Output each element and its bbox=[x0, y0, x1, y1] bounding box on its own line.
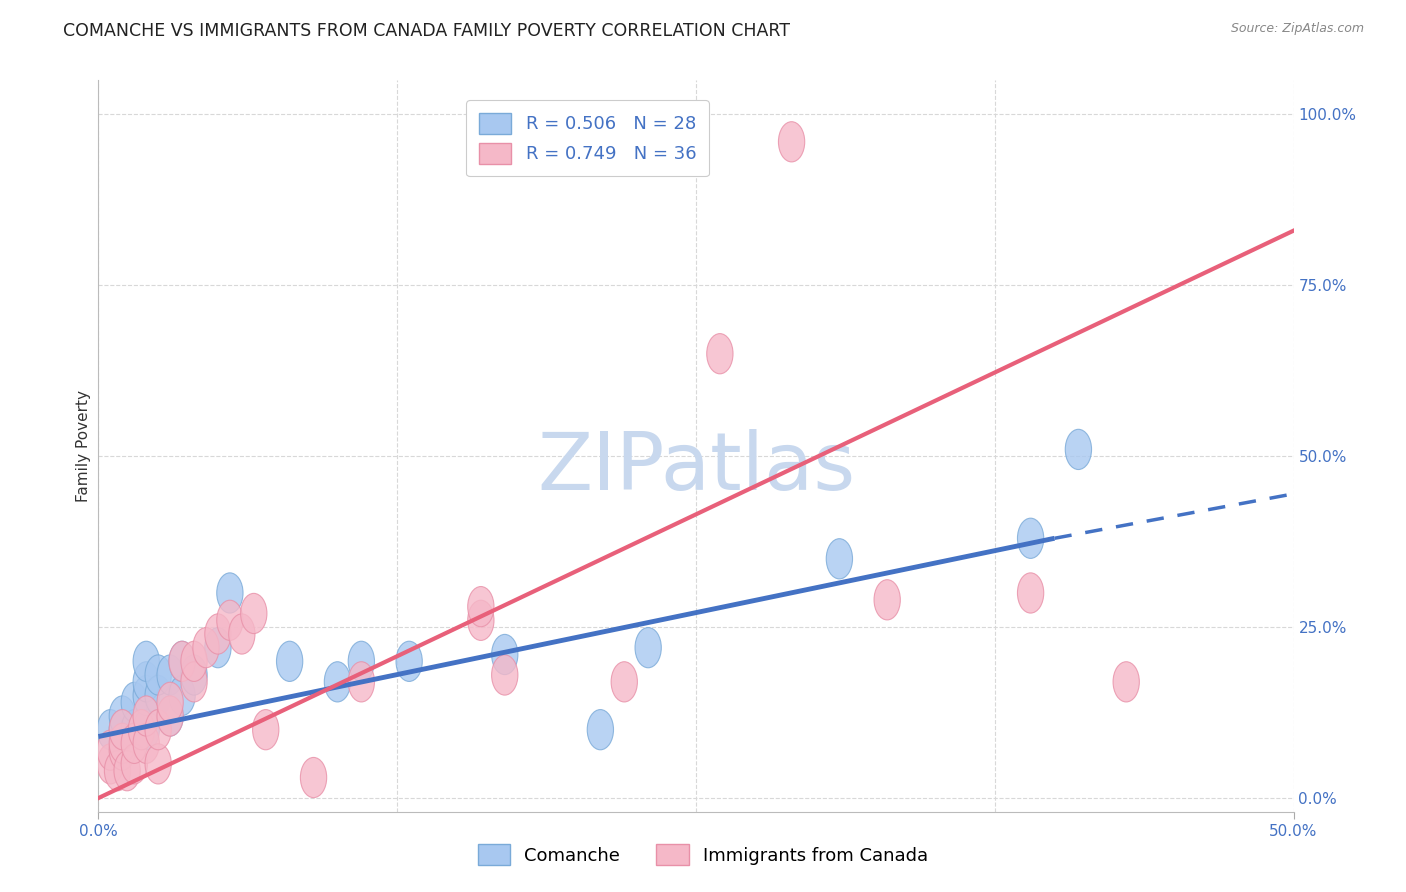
Text: ZIPatlas: ZIPatlas bbox=[537, 429, 855, 507]
Legend: Comanche, Immigrants from Canada: Comanche, Immigrants from Canada bbox=[470, 837, 936, 872]
Text: Source: ZipAtlas.com: Source: ZipAtlas.com bbox=[1230, 22, 1364, 36]
Ellipse shape bbox=[134, 662, 159, 702]
Ellipse shape bbox=[325, 662, 350, 702]
Ellipse shape bbox=[134, 723, 159, 764]
Ellipse shape bbox=[128, 709, 155, 750]
Ellipse shape bbox=[229, 614, 254, 654]
Ellipse shape bbox=[121, 744, 148, 784]
Ellipse shape bbox=[157, 655, 183, 695]
Ellipse shape bbox=[157, 696, 183, 736]
Ellipse shape bbox=[217, 600, 243, 640]
Ellipse shape bbox=[181, 662, 207, 702]
Ellipse shape bbox=[612, 662, 637, 702]
Ellipse shape bbox=[110, 709, 135, 750]
Ellipse shape bbox=[492, 655, 517, 695]
Ellipse shape bbox=[193, 628, 219, 668]
Ellipse shape bbox=[110, 723, 135, 764]
Ellipse shape bbox=[827, 539, 852, 579]
Ellipse shape bbox=[301, 757, 326, 797]
Ellipse shape bbox=[114, 750, 141, 791]
Ellipse shape bbox=[253, 709, 278, 750]
Ellipse shape bbox=[121, 723, 148, 764]
Ellipse shape bbox=[217, 573, 243, 613]
Text: COMANCHE VS IMMIGRANTS FROM CANADA FAMILY POVERTY CORRELATION CHART: COMANCHE VS IMMIGRANTS FROM CANADA FAMIL… bbox=[63, 22, 790, 40]
Ellipse shape bbox=[396, 641, 422, 681]
Ellipse shape bbox=[145, 709, 172, 750]
Ellipse shape bbox=[169, 675, 195, 715]
Ellipse shape bbox=[1018, 573, 1043, 613]
Ellipse shape bbox=[875, 580, 900, 620]
Legend: R = 0.506   N = 28, R = 0.749   N = 36: R = 0.506 N = 28, R = 0.749 N = 36 bbox=[465, 100, 709, 177]
Ellipse shape bbox=[277, 641, 302, 681]
Ellipse shape bbox=[1018, 518, 1043, 558]
Ellipse shape bbox=[145, 655, 172, 695]
Ellipse shape bbox=[157, 696, 183, 736]
Ellipse shape bbox=[134, 675, 159, 715]
Ellipse shape bbox=[110, 696, 135, 736]
Ellipse shape bbox=[468, 600, 494, 640]
Ellipse shape bbox=[349, 662, 374, 702]
Ellipse shape bbox=[169, 641, 195, 681]
Ellipse shape bbox=[240, 593, 267, 633]
Ellipse shape bbox=[205, 614, 231, 654]
Ellipse shape bbox=[97, 709, 124, 750]
Ellipse shape bbox=[205, 628, 231, 668]
Ellipse shape bbox=[1114, 662, 1139, 702]
Ellipse shape bbox=[134, 696, 159, 736]
Ellipse shape bbox=[110, 730, 135, 771]
Ellipse shape bbox=[492, 634, 517, 674]
Ellipse shape bbox=[181, 641, 207, 681]
Ellipse shape bbox=[97, 744, 124, 784]
Ellipse shape bbox=[157, 682, 183, 723]
Ellipse shape bbox=[349, 641, 374, 681]
Ellipse shape bbox=[104, 750, 131, 791]
Ellipse shape bbox=[134, 709, 159, 750]
Ellipse shape bbox=[134, 641, 159, 681]
Ellipse shape bbox=[169, 641, 195, 681]
Ellipse shape bbox=[121, 682, 148, 723]
Ellipse shape bbox=[181, 655, 207, 695]
Y-axis label: Family Poverty: Family Poverty bbox=[76, 390, 91, 502]
Ellipse shape bbox=[145, 675, 172, 715]
Ellipse shape bbox=[588, 709, 613, 750]
Ellipse shape bbox=[97, 730, 124, 771]
Ellipse shape bbox=[110, 709, 135, 750]
Ellipse shape bbox=[779, 121, 804, 162]
Ellipse shape bbox=[468, 587, 494, 627]
Ellipse shape bbox=[636, 628, 661, 668]
Ellipse shape bbox=[1066, 429, 1091, 469]
Ellipse shape bbox=[707, 334, 733, 374]
Ellipse shape bbox=[145, 744, 172, 784]
Ellipse shape bbox=[121, 709, 148, 750]
